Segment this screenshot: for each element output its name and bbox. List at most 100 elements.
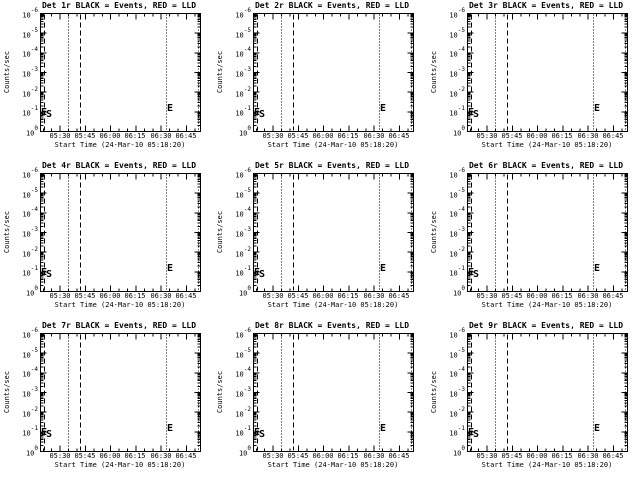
y-tick-exponent: 0 bbox=[461, 285, 465, 292]
y-tick-base: 10 bbox=[235, 250, 244, 259]
y-tick-label: 10-4 bbox=[6, 46, 38, 58]
y-tick-exponent: -4 bbox=[30, 366, 38, 373]
x-tick-label: 06:30 bbox=[363, 452, 385, 460]
x-axis-title: Start Time (24-Mar-10 05:18:20) bbox=[481, 301, 613, 309]
y-tick-label: 10-2 bbox=[219, 86, 251, 98]
x-tick-label: 06:45 bbox=[175, 452, 197, 460]
y-tick-exponent: -6 bbox=[457, 327, 465, 334]
y-tick-base: 10 bbox=[449, 269, 458, 278]
y-tick-label: 10-6 bbox=[6, 167, 38, 179]
y-tick-base: 10 bbox=[449, 171, 458, 180]
x-tick-label: 06:00 bbox=[526, 132, 548, 140]
y-tick-label: 10-3 bbox=[6, 226, 38, 239]
y-tick-base: 10 bbox=[235, 70, 244, 79]
x-axis-title: Start Time (24-Mar-10 05:18:20) bbox=[54, 141, 186, 149]
y-tick-exponent: -2 bbox=[457, 246, 465, 253]
interval-end-marker-left: E bbox=[468, 427, 475, 438]
x-tick-label: 06:30 bbox=[577, 132, 599, 140]
interval-start-marker: S bbox=[473, 429, 480, 440]
y-tick-exponent: -5 bbox=[457, 187, 465, 194]
y-tick-label: 10-3 bbox=[6, 386, 38, 399]
y-tick-exponent: -6 bbox=[243, 7, 251, 14]
y-tick-exponent: 0 bbox=[34, 285, 38, 292]
y-tick-base: 10 bbox=[449, 331, 458, 340]
x-tick-label: 05:30 bbox=[49, 132, 71, 140]
y-tick-base: 10 bbox=[449, 230, 458, 239]
y-tick-base: 10 bbox=[449, 429, 458, 438]
x-tick-label: 06:15 bbox=[551, 292, 573, 300]
y-tick-base: 10 bbox=[22, 230, 31, 239]
y-tick-exponent: 0 bbox=[461, 445, 465, 452]
y-tick-base: 10 bbox=[238, 289, 248, 298]
y-tick-exponent: -3 bbox=[457, 386, 465, 393]
detector-panel-3: Det 3r BLACK = Events, RED = LLD Counts/… bbox=[427, 0, 640, 160]
detector-panel-4: Det 4r BLACK = Events, RED = LLD Counts/… bbox=[0, 160, 213, 320]
y-tick-base: 10 bbox=[235, 109, 244, 118]
y-tick-base: 10 bbox=[449, 109, 458, 118]
interval-start-marker: S bbox=[473, 269, 480, 280]
plot-canvas bbox=[40, 173, 201, 292]
x-axis-title: Start Time (24-Mar-10 05:18:20) bbox=[267, 461, 399, 469]
y-tick-exponent: 0 bbox=[34, 445, 38, 452]
x-axis-title: Start Time (24-Mar-10 05:18:20) bbox=[267, 301, 399, 309]
x-tick-label: 06:45 bbox=[602, 132, 624, 140]
x-tick-label: 06:15 bbox=[551, 452, 573, 460]
y-tick-label: 10-2 bbox=[6, 406, 38, 418]
y-tick-label: 10-1 bbox=[219, 105, 251, 118]
y-tick-base: 10 bbox=[235, 390, 244, 399]
y-tick-label: 10-1 bbox=[219, 425, 251, 437]
x-axis-title: Start Time (24-Mar-10 05:18:20) bbox=[481, 141, 613, 149]
interval-start-marker: S bbox=[259, 429, 266, 440]
x-tick-label: 05:45 bbox=[74, 132, 96, 140]
interval-end-marker: E bbox=[594, 263, 601, 274]
y-tick-exponent: -3 bbox=[30, 386, 38, 393]
y-tick-base: 10 bbox=[235, 31, 244, 40]
interval-end-marker-left: E bbox=[468, 107, 475, 118]
y-tick-label: 10-6 bbox=[219, 167, 251, 179]
y-tick-exponent: -3 bbox=[30, 66, 38, 73]
x-tick-label: 05:30 bbox=[476, 132, 498, 140]
y-tick-exponent: -5 bbox=[457, 27, 465, 34]
x-tick-label: 06:15 bbox=[337, 452, 359, 460]
x-tick-label: 06:00 bbox=[312, 132, 334, 140]
y-tick-exponent: -1 bbox=[457, 105, 465, 112]
y-tick-base: 10 bbox=[235, 50, 244, 59]
x-tick-label: 05:30 bbox=[262, 452, 284, 460]
y-tick-label: 100 bbox=[433, 285, 465, 298]
y-tick-label: 10-3 bbox=[433, 386, 465, 398]
y-tick-base: 10 bbox=[449, 410, 458, 419]
x-tick-label: 06:45 bbox=[602, 292, 624, 300]
y-tick-exponent: -1 bbox=[243, 105, 251, 112]
y-tick-label: 10-4 bbox=[219, 206, 251, 218]
y-tick-base: 10 bbox=[235, 370, 244, 379]
y-tick-base: 10 bbox=[452, 289, 462, 298]
plot-canvas bbox=[467, 173, 628, 292]
y-tick-label: 10-1 bbox=[6, 425, 38, 437]
x-tick-label: 05:30 bbox=[262, 292, 284, 300]
y-tick-exponent: -5 bbox=[243, 347, 251, 354]
y-tick-base: 10 bbox=[22, 390, 31, 399]
y-tick-base: 10 bbox=[449, 210, 458, 219]
y-tick-label: 10-2 bbox=[433, 246, 465, 258]
detector-panel-6: Det 6r BLACK = Events, RED = LLD Counts/… bbox=[427, 160, 640, 320]
interval-end-marker-left: E bbox=[468, 267, 475, 278]
panel-title: Det 2r BLACK = Events, RED = LLD bbox=[254, 1, 410, 10]
x-axis-title: Start Time (24-Mar-10 05:18:20) bbox=[481, 461, 613, 469]
plot-canvas bbox=[467, 13, 628, 132]
y-tick-exponent: -2 bbox=[457, 86, 465, 93]
y-tick-exponent: -1 bbox=[243, 425, 251, 432]
x-tick-label: 06:00 bbox=[526, 452, 548, 460]
y-tick-label: 100 bbox=[6, 125, 38, 137]
interval-end-marker-left: E bbox=[254, 107, 261, 118]
y-tick-label: 10-5 bbox=[433, 27, 465, 39]
y-tick-exponent: -1 bbox=[457, 425, 465, 432]
y-tick-base: 10 bbox=[238, 449, 248, 458]
x-tick-label: 06:00 bbox=[526, 292, 548, 300]
y-tick-exponent: -1 bbox=[457, 265, 465, 272]
y-tick-label: 10-2 bbox=[433, 86, 465, 98]
x-tick-label: 05:30 bbox=[476, 452, 498, 460]
interval-end-marker: E bbox=[594, 423, 601, 434]
y-tick-label: 10-5 bbox=[6, 347, 38, 359]
y-tick-label: 100 bbox=[433, 445, 465, 457]
y-tick-label: 10-6 bbox=[219, 327, 251, 339]
